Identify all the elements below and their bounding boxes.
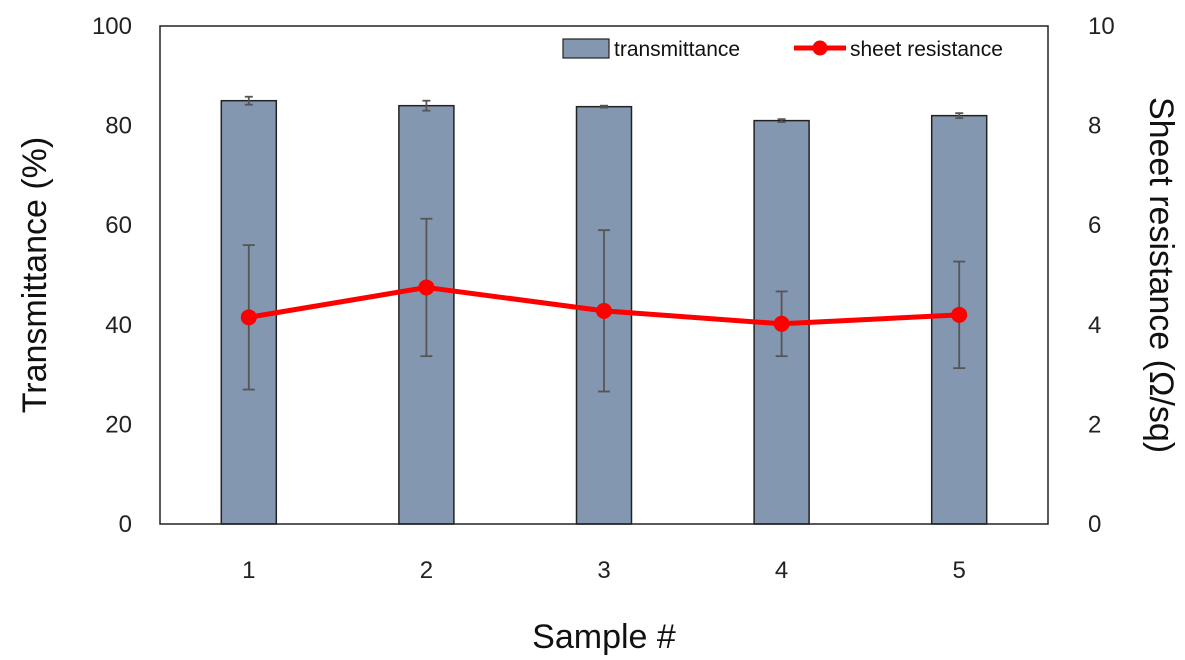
bar-errors-layer: [244, 95, 964, 124]
x-axis-ticks: 1 2 3 4 5: [242, 557, 966, 584]
x-tick-label-1: 1: [242, 557, 255, 584]
left-axis-ticks: 0 20 40 60 80 100: [92, 13, 132, 538]
error-bar-transmittance-1: [244, 95, 253, 106]
x-tick-label-4: 4: [775, 557, 788, 584]
y2-tick-label-2: 2: [1088, 411, 1101, 438]
x-axis-title: Sample #: [532, 618, 676, 656]
line-layer: [240, 279, 968, 332]
y-tick-label-40: 40: [105, 312, 132, 339]
y2-axis-title: Sheet resistance (Ω/sq): [1142, 97, 1180, 453]
legend-label-transmittance: transmittance: [614, 38, 740, 61]
y-tick-label-0: 0: [119, 511, 132, 538]
y-axis-title: Transmittance (%): [16, 137, 54, 413]
x-tick-label-5: 5: [953, 557, 966, 584]
point-sheet-resistance-3: [596, 302, 612, 319]
error-bar-transmittance-4: [777, 118, 786, 124]
y2-tick-label-6: 6: [1088, 212, 1101, 239]
y2-tick-label-4: 4: [1088, 312, 1101, 339]
point-sheet-resistance-4: [773, 315, 790, 332]
y2-tick-label-8: 8: [1088, 113, 1101, 140]
y-tick-label-20: 20: [105, 411, 132, 438]
y-tick-label-80: 80: [105, 113, 132, 140]
y-tick-label-60: 60: [105, 212, 132, 239]
legend-label-sheet-resistance: sheet resistance: [850, 38, 1003, 61]
error-bar-transmittance-2: [422, 99, 431, 112]
error-bar-transmittance-3: [600, 104, 608, 109]
x-tick-label-2: 2: [420, 557, 433, 584]
point-sheet-resistance-5: [951, 306, 968, 323]
legend-marker-sheet-resistance: [812, 40, 828, 56]
y-tick-label-100: 100: [92, 13, 132, 40]
x-tick-label-3: 3: [597, 557, 610, 584]
y2-tick-label-10: 10: [1088, 13, 1115, 40]
point-sheet-resistance-2: [418, 279, 435, 296]
plot-frame: [159, 25, 1049, 525]
legend: transmittance sheet resistance: [562, 38, 1003, 61]
point-sheet-resistance-1: [240, 309, 257, 326]
right-axis-ticks: 0 2 4 6 8 10: [1088, 13, 1115, 538]
error-bar-transmittance-5: [955, 112, 964, 120]
y2-tick-label-0: 0: [1088, 511, 1101, 538]
legend-swatch-transmittance: [562, 38, 610, 59]
